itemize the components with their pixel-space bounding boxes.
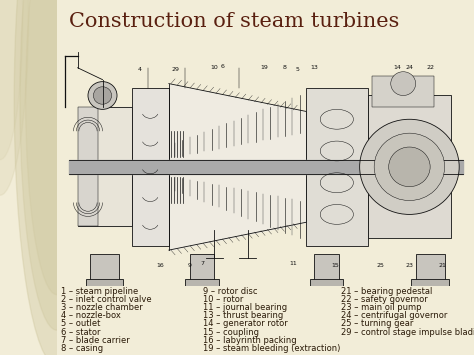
Text: 15 – coupling: 15 – coupling [203, 328, 259, 337]
Circle shape [0, 0, 28, 195]
Bar [310, 279, 343, 286]
Text: 6 – stator: 6 – stator [61, 328, 100, 337]
Text: 21 – bearing pedestal: 21 – bearing pedestal [340, 287, 432, 296]
Text: 13 – thrust bearing: 13 – thrust bearing [203, 311, 283, 320]
Text: 19: 19 [260, 65, 268, 70]
Bar [372, 76, 434, 108]
Bar [86, 279, 123, 286]
Bar [90, 254, 119, 282]
Text: 13: 13 [310, 65, 318, 70]
Text: 10: 10 [210, 65, 219, 70]
Text: 24 – centrifugal governor: 24 – centrifugal governor [340, 311, 447, 320]
Text: 23 – main oil pump: 23 – main oil pump [340, 303, 421, 312]
Text: 3 – nozzle chamber: 3 – nozzle chamber [61, 303, 143, 312]
Circle shape [0, 0, 23, 160]
Bar [416, 254, 445, 282]
Text: 23: 23 [405, 263, 413, 268]
Text: 22 – safety governor: 22 – safety governor [340, 295, 427, 304]
Circle shape [389, 147, 430, 187]
Text: 22: 22 [426, 65, 434, 70]
Bar [306, 88, 368, 246]
Circle shape [20, 0, 94, 330]
Circle shape [93, 87, 111, 104]
Text: 24: 24 [405, 65, 413, 70]
Text: 7: 7 [200, 262, 204, 267]
Text: 4: 4 [138, 67, 142, 72]
Bar [131, 88, 169, 246]
Text: 15: 15 [331, 263, 338, 268]
Bar [78, 107, 98, 226]
Text: 7 – blade carrier: 7 – blade carrier [61, 336, 130, 345]
Text: 21: 21 [438, 263, 447, 268]
Circle shape [14, 0, 100, 355]
Text: 9 – rotor disc: 9 – rotor disc [203, 287, 257, 296]
Text: 2 – inlet control valve: 2 – inlet control valve [61, 295, 152, 304]
Bar [368, 95, 451, 238]
Text: 25: 25 [376, 263, 384, 268]
Bar [411, 279, 449, 286]
Text: Construction of steam turbines: Construction of steam turbines [69, 12, 400, 32]
Text: 9: 9 [188, 263, 191, 268]
Text: 14: 14 [393, 65, 401, 70]
Text: 25 – turning gear: 25 – turning gear [340, 320, 413, 328]
Text: 8 – casing: 8 – casing [61, 344, 103, 353]
Circle shape [26, 0, 88, 295]
Text: 5: 5 [295, 67, 300, 72]
Circle shape [391, 72, 416, 95]
Bar [78, 107, 131, 226]
Bar [190, 254, 214, 282]
Circle shape [374, 133, 445, 201]
Text: 4 – nozzle-box: 4 – nozzle-box [61, 311, 121, 320]
Text: 11 – journal bearing: 11 – journal bearing [203, 303, 287, 312]
Text: 5 – outlet: 5 – outlet [61, 320, 100, 328]
Text: 19 – steam bleeding (extraction): 19 – steam bleeding (extraction) [203, 344, 340, 353]
Circle shape [88, 82, 117, 109]
Circle shape [360, 119, 459, 214]
Text: 29 – control stage impulse blading: 29 – control stage impulse blading [340, 328, 474, 337]
Text: 16: 16 [157, 263, 164, 268]
Text: 11: 11 [290, 262, 297, 267]
Text: 16 – labyrinth packing: 16 – labyrinth packing [203, 336, 297, 345]
Text: 14 – generator rotor: 14 – generator rotor [203, 320, 288, 328]
Text: 29: 29 [171, 67, 179, 72]
Text: 1 – steam pipeline: 1 – steam pipeline [61, 287, 138, 296]
Bar [185, 279, 219, 286]
Text: 8: 8 [283, 65, 287, 70]
Text: 10 – rotor: 10 – rotor [203, 295, 243, 304]
Text: 6: 6 [221, 65, 225, 70]
Bar [314, 254, 339, 282]
